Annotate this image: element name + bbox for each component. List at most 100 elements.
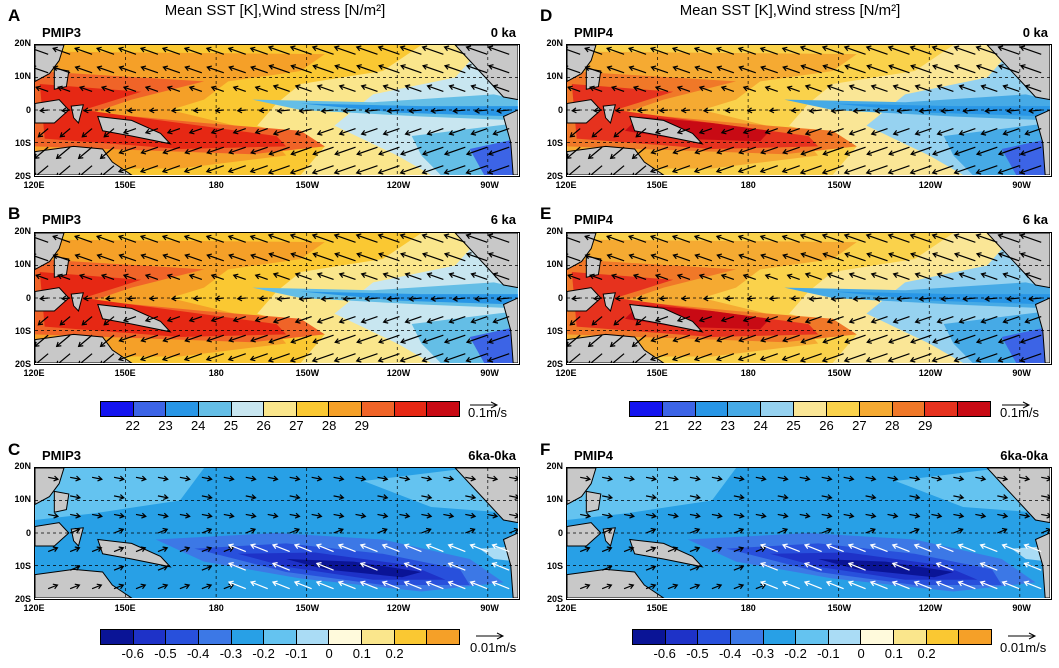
wind-vector xyxy=(39,107,49,114)
wind-vector xyxy=(95,234,115,243)
wind-vector xyxy=(465,334,488,344)
lat-tick-label: 20S xyxy=(14,359,31,369)
wind-vector xyxy=(70,512,82,519)
wind-vector xyxy=(448,84,466,92)
wind-vector xyxy=(716,146,735,155)
lat-tick-label: 20S xyxy=(546,359,563,369)
colorbar-label: -0.2 xyxy=(252,646,275,661)
wind-vector xyxy=(738,253,757,262)
wind-vector xyxy=(113,583,125,590)
wind-vector xyxy=(249,46,268,55)
wind-vector xyxy=(848,272,866,280)
land-borneo xyxy=(567,522,602,547)
wind-vector xyxy=(601,546,613,553)
wind-vector xyxy=(201,475,213,482)
wind-vector xyxy=(35,65,49,74)
wind-vector xyxy=(914,316,932,324)
panel-letter-a: A xyxy=(8,6,21,25)
lon-tick-label: 180 xyxy=(740,180,756,190)
wind-vector xyxy=(936,128,954,136)
wind-vector xyxy=(342,295,356,302)
wind-vector xyxy=(492,316,510,324)
wind-vector xyxy=(720,128,735,135)
wind-vector xyxy=(404,272,422,280)
lon-tick-label: 150E xyxy=(646,180,668,190)
wind-vector xyxy=(997,45,1020,55)
wind-vector xyxy=(957,580,976,590)
wind-vector xyxy=(888,252,910,262)
wind-vector xyxy=(162,334,181,343)
wind-vector xyxy=(1001,543,1020,553)
wind-vector xyxy=(914,272,932,280)
wind-vector xyxy=(760,334,778,343)
colorbar-swatch xyxy=(362,402,395,416)
wind-vector xyxy=(975,165,998,175)
wind-vector xyxy=(628,65,647,74)
wind-vector xyxy=(975,64,998,74)
wind-vector xyxy=(931,475,943,482)
wind-vector xyxy=(584,234,603,243)
colorbar-swatch xyxy=(859,402,893,416)
wind-vector xyxy=(360,316,378,324)
wind-vector xyxy=(888,334,910,344)
wind-vector xyxy=(742,128,757,135)
wind-vector xyxy=(589,273,603,280)
wind-vector xyxy=(315,562,334,571)
wind-vector xyxy=(671,46,691,55)
wind-vector xyxy=(487,353,510,363)
wind-vector xyxy=(377,233,400,243)
wind-vector xyxy=(55,334,71,348)
wind-vector xyxy=(179,583,191,590)
lat-tick-label: 10S xyxy=(546,137,563,148)
wind-vector xyxy=(289,527,301,534)
map-svg xyxy=(35,468,518,598)
wind-vector xyxy=(293,543,312,553)
wind-vector xyxy=(421,45,444,55)
wind-vector xyxy=(157,512,169,519)
wind-vector xyxy=(447,543,466,553)
wind-vector xyxy=(874,295,888,302)
wind-vector xyxy=(799,233,822,243)
wind-vector xyxy=(567,46,581,55)
wind-vector xyxy=(403,562,422,571)
wind-vector xyxy=(645,527,657,534)
wind-vector xyxy=(492,84,510,92)
colorbar-swatch xyxy=(329,402,363,416)
wind-vector xyxy=(99,334,115,348)
colorbar-swatch xyxy=(958,402,990,416)
wind-vector xyxy=(623,475,635,482)
reference-arrow-icon xyxy=(476,632,505,640)
wind-vector xyxy=(223,475,235,482)
wind-vector xyxy=(271,562,290,571)
wind-vector xyxy=(874,107,888,114)
wind-vector xyxy=(892,316,910,324)
wind-vector xyxy=(932,252,954,262)
sst-contour xyxy=(39,272,287,337)
map-panel-f xyxy=(566,467,1052,600)
wind-vector xyxy=(935,580,954,590)
colorbar-swatch xyxy=(894,630,927,644)
wind-vector xyxy=(738,146,757,155)
wind-vector xyxy=(822,252,844,262)
colorbar-swatch xyxy=(231,630,265,644)
colorbar-swatch xyxy=(794,402,827,416)
wind-vector xyxy=(693,234,713,243)
wind-vector xyxy=(421,475,433,482)
colorbar-label: 0.2 xyxy=(385,646,404,661)
colorbar-swatch xyxy=(394,630,428,644)
wind-vector xyxy=(356,334,378,344)
wind-vector xyxy=(166,316,181,323)
colorbar-label: 24 xyxy=(753,418,768,433)
wind-vector xyxy=(768,107,778,114)
wind-vector xyxy=(843,165,866,175)
wind-vector xyxy=(294,316,312,324)
wind-vector xyxy=(672,146,691,155)
wind-vector xyxy=(830,107,844,114)
wind-vector xyxy=(979,580,998,590)
wind-vector xyxy=(144,128,159,135)
colorbar-swatch xyxy=(633,630,666,644)
wind-vector xyxy=(289,512,301,519)
lon-tick-label: 90W xyxy=(1012,180,1031,190)
wind-vector xyxy=(404,84,422,92)
wind-vector xyxy=(311,512,323,519)
